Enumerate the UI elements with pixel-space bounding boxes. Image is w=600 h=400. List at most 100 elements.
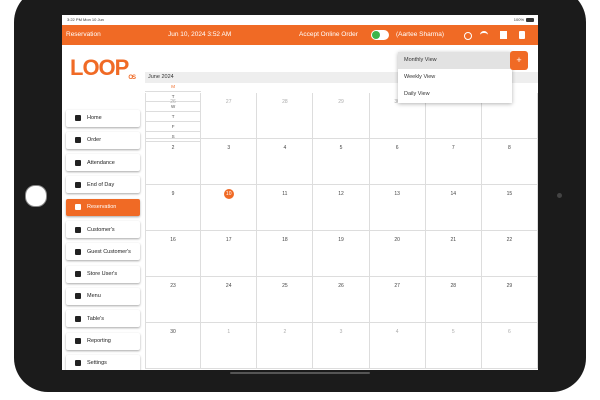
day-cell[interactable]: 13 (369, 185, 426, 231)
day-cell[interactable]: 21 (425, 231, 482, 277)
day-cell[interactable]: 22 (481, 231, 538, 277)
day-cell[interactable]: 3 (201, 139, 258, 185)
weekday: W (145, 102, 202, 112)
day-cell[interactable]: 6 (481, 323, 538, 369)
view-option[interactable]: Monthly View (398, 52, 512, 69)
day-cell[interactable]: 11 (257, 185, 314, 231)
menu-item[interactable]: Menu (66, 287, 140, 305)
home-indicator (230, 372, 370, 374)
camera (557, 193, 562, 198)
weekday: S (145, 132, 202, 142)
day-cell[interactable]: 28 (425, 277, 482, 323)
menu-item[interactable]: End of Day (66, 176, 140, 194)
day-number: 18 (282, 237, 288, 243)
day-cell[interactable]: 3 (313, 323, 370, 369)
day-cell[interactable]: 4 (257, 139, 314, 185)
day-number: 5 (451, 329, 455, 335)
day-cell[interactable]: 7 (425, 139, 482, 185)
day-cell[interactable]: 28 (257, 93, 314, 139)
day-cell[interactable]: 30 (145, 323, 202, 369)
day-cell[interactable]: 26 (145, 93, 202, 139)
day-cell[interactable]: 5 (313, 139, 370, 185)
day-number: 27 (394, 283, 400, 289)
day-cell[interactable]: 12 (313, 185, 370, 231)
day-number: 2 (283, 329, 287, 335)
day-number: 16 (170, 237, 176, 243)
logo: LOOPOS (70, 55, 136, 81)
day-number: 12 (338, 191, 344, 197)
day-cell[interactable]: 17 (201, 231, 258, 277)
day-number: 24 (225, 283, 232, 289)
menu-item[interactable]: Order (66, 131, 140, 149)
day-number: 5 (339, 145, 343, 151)
menu-item[interactable]: Guest Customer's (66, 243, 140, 261)
menu-item[interactable]: Settings (66, 354, 140, 370)
day-cell[interactable]: 18 (257, 231, 314, 277)
day-number: 29 (506, 283, 513, 289)
day-cell[interactable]: 15 (481, 185, 538, 231)
toggle[interactable] (371, 30, 389, 40)
status-time: 3:22 PM Mon 10 Jun (67, 17, 104, 22)
sidebar: LOOPOS Home Order Attendance End of Day Rese… (62, 45, 145, 370)
day-cell[interactable]: 27 (201, 93, 258, 139)
day-cell[interactable]: 27 (369, 277, 426, 323)
menu-item[interactable]: Home (66, 109, 140, 127)
day-cell[interactable]: 14 (425, 185, 482, 231)
day-number: 20 (394, 237, 400, 243)
refresh-icon[interactable] (464, 32, 472, 40)
day-number: 7 (451, 145, 455, 151)
menu-item[interactable]: Table's (66, 310, 140, 328)
day-cell[interactable]: 26 (313, 277, 370, 323)
day-cell[interactable]: 29 (313, 93, 370, 139)
day-cell[interactable]: 16 (145, 231, 202, 277)
menu-label: Attendance (87, 159, 115, 166)
day-cell[interactable]: 10 (201, 185, 258, 231)
day-cell[interactable]: 29 (481, 277, 538, 323)
menu-item[interactable]: Store User's (66, 265, 140, 283)
printer-icon[interactable] (500, 31, 507, 39)
logo-text: LOOP (70, 55, 129, 80)
day-cell[interactable]: 23 (145, 277, 202, 323)
day-cell[interactable]: 19 (313, 231, 370, 277)
day-cell[interactable]: 6 (369, 139, 426, 185)
day-cell[interactable]: 1 (201, 323, 258, 369)
menu-label: Store User's (87, 271, 118, 278)
day-number: 6 (508, 329, 511, 335)
day-cell[interactable]: 30 (369, 93, 426, 139)
day-cell[interactable]: 8 (481, 139, 538, 185)
day-cell[interactable]: 20 (369, 231, 426, 277)
wifi-icon[interactable] (480, 31, 488, 40)
day-cell[interactable]: 2 (145, 139, 202, 185)
menu-item[interactable]: Attendance (66, 154, 140, 172)
view-option[interactable]: Daily View (404, 91, 430, 97)
menu-label: Settings (87, 360, 107, 367)
day-cell[interactable]: 25 (257, 277, 314, 323)
view-option[interactable]: Weekly View (404, 74, 436, 80)
day-number: 26 (170, 99, 176, 105)
menu-item[interactable]: Customer's (66, 221, 140, 238)
day-number: 22 (506, 237, 513, 243)
day-number: 2 (171, 145, 175, 151)
menu-icon (75, 137, 81, 144)
day-cell[interactable]: 4 (369, 323, 426, 369)
day-number: 27 (225, 99, 232, 105)
day-cell[interactable]: 5 (425, 323, 482, 369)
day-cell[interactable]: 2 (257, 323, 314, 369)
add-button[interactable]: + (510, 51, 528, 70)
menu-icon (75, 181, 81, 188)
menu-icon (75, 159, 81, 166)
day-number: 25 (282, 283, 288, 289)
menu-item[interactable]: Reporting (66, 332, 140, 350)
menu-icon (75, 115, 81, 121)
menu-item[interactable]: Reservation (66, 198, 140, 216)
day-cell[interactable]: 9 (145, 185, 202, 231)
weekday: T (145, 112, 202, 122)
menu-icon (75, 271, 81, 278)
menu-label: End of Day (87, 181, 115, 188)
menu-icon (75, 360, 81, 367)
menu-icon (75, 315, 81, 322)
day-cell[interactable]: 24 (201, 277, 258, 323)
lock-icon[interactable] (519, 31, 525, 39)
day-number: 10 (223, 189, 234, 199)
day-number: 9 (171, 191, 175, 197)
